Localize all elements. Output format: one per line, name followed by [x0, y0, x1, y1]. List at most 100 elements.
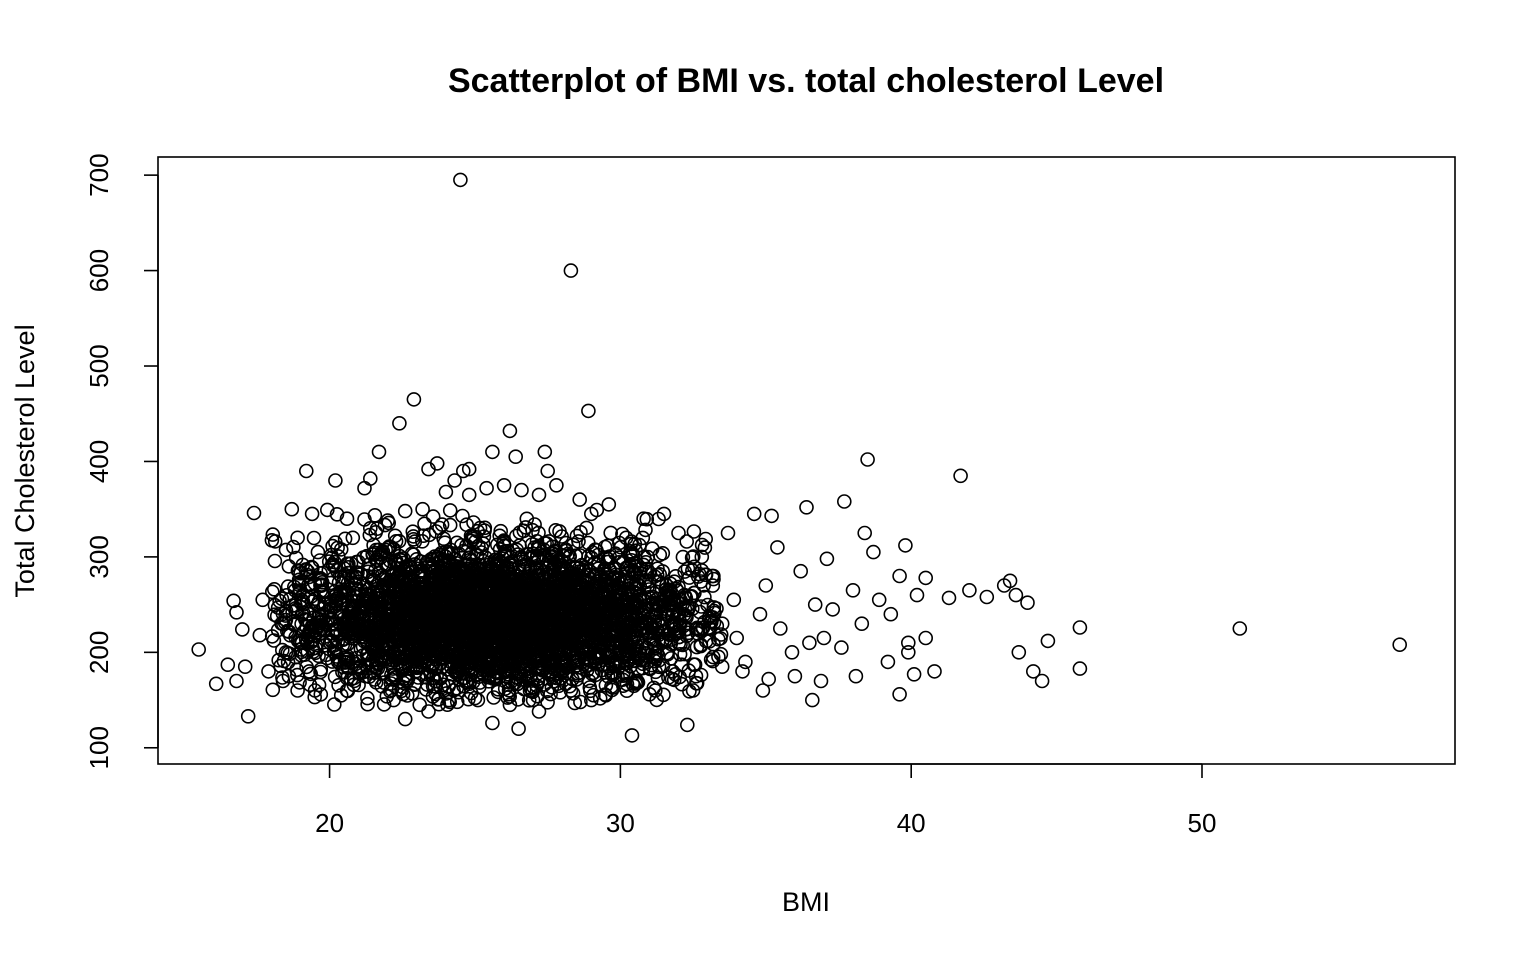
- data-point: [651, 648, 666, 664]
- data-point: [423, 551, 439, 567]
- data-point: [273, 658, 289, 674]
- x-axis-label: BMI: [782, 887, 830, 917]
- data-point: [281, 559, 297, 574]
- data-point: [286, 539, 301, 555]
- data-point: [663, 636, 679, 652]
- data-point: [442, 554, 457, 569]
- y-tick-label: 600: [84, 249, 114, 292]
- y-tick-label: 500: [84, 344, 114, 387]
- data-point: [339, 511, 355, 527]
- data-point: [1002, 573, 1018, 589]
- data-point: [601, 497, 617, 512]
- data-point: [918, 570, 934, 586]
- data-point: [539, 653, 555, 669]
- data-point: [927, 664, 942, 679]
- data-point: [457, 652, 473, 667]
- data-point: [345, 530, 361, 546]
- data-point: [880, 654, 896, 670]
- data-point: [714, 616, 730, 632]
- data-point: [572, 581, 588, 596]
- data-point: [770, 540, 785, 555]
- data-point: [514, 482, 529, 498]
- data-point: [1020, 595, 1035, 611]
- data-point: [397, 596, 412, 612]
- data-point: [406, 529, 421, 544]
- data-point: [421, 598, 437, 614]
- data-point: [360, 690, 375, 706]
- data-point: [303, 666, 319, 682]
- data-point: [398, 625, 414, 641]
- data-point: [892, 686, 907, 702]
- data-point: [311, 607, 327, 622]
- data-point: [537, 638, 553, 654]
- data-point: [386, 692, 401, 708]
- data-point: [532, 595, 547, 611]
- data-point: [465, 531, 481, 547]
- data-point: [679, 717, 695, 733]
- data-point: [597, 539, 613, 555]
- data-point: [579, 599, 595, 615]
- data-point: [220, 657, 236, 673]
- data-point: [329, 563, 345, 578]
- data-point: [493, 647, 509, 662]
- data-point: [511, 721, 526, 737]
- data-point: [525, 606, 541, 622]
- data-point: [453, 172, 468, 188]
- data-point: [532, 668, 548, 684]
- data-point: [458, 544, 474, 560]
- data-point: [860, 452, 875, 467]
- data-point: [834, 640, 849, 655]
- y-tick-label: 700: [84, 153, 114, 196]
- data-point: [1072, 620, 1088, 635]
- data-point: [540, 463, 556, 479]
- data-point: [442, 517, 458, 533]
- y-axis-label: Total Cholesterol Level: [10, 324, 40, 597]
- data-point: [491, 660, 506, 676]
- data-point: [288, 600, 303, 616]
- x-axis: 20 30 40 50: [315, 763, 1216, 838]
- data-point: [406, 577, 422, 593]
- data-point: [501, 564, 517, 580]
- data-point: [399, 688, 415, 703]
- data-point: [697, 540, 713, 555]
- x-tick-label: 20: [315, 808, 344, 838]
- data-point: [482, 570, 498, 585]
- data-point: [651, 511, 666, 527]
- data-point: [290, 530, 305, 546]
- data-point: [331, 677, 346, 693]
- data-point: [1392, 637, 1407, 653]
- data-point: [603, 578, 619, 594]
- data-point: [420, 592, 436, 607]
- data-point: [330, 627, 345, 643]
- data-point: [655, 633, 670, 649]
- data-point: [278, 644, 294, 660]
- data-point: [583, 624, 598, 639]
- data-point: [619, 655, 635, 671]
- data-point: [426, 615, 442, 631]
- data-point: [787, 668, 803, 684]
- data-point: [535, 591, 550, 607]
- data-point: [596, 563, 612, 579]
- data-point: [562, 644, 578, 660]
- data-point: [918, 630, 934, 646]
- data-point: [621, 646, 637, 662]
- data-point: [799, 499, 814, 515]
- data-point: [240, 708, 256, 724]
- data-point: [529, 533, 545, 549]
- data-point: [419, 670, 435, 685]
- x-tick-label: 40: [897, 808, 926, 838]
- data-point: [726, 592, 742, 608]
- data-point: [825, 602, 841, 617]
- data-point: [755, 683, 771, 698]
- data-point: [720, 525, 736, 541]
- data-point: [274, 642, 290, 658]
- data-point: [620, 619, 635, 634]
- data-point: [581, 640, 597, 656]
- data-point: [572, 492, 588, 507]
- data-point: [962, 582, 977, 598]
- data-point: [941, 590, 957, 606]
- data-point: [1034, 673, 1050, 689]
- data-point: [329, 506, 345, 522]
- data-point: [441, 544, 457, 560]
- data-point: [495, 575, 511, 590]
